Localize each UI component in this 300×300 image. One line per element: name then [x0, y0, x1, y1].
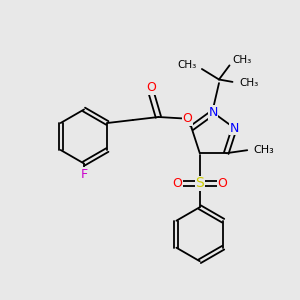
- Text: CH₃: CH₃: [239, 77, 258, 88]
- Text: F: F: [80, 167, 88, 181]
- Text: O: O: [172, 177, 182, 190]
- Text: N: N: [230, 122, 239, 134]
- Text: O: O: [182, 112, 192, 125]
- Text: O: O: [146, 81, 156, 94]
- Text: O: O: [217, 177, 227, 190]
- Text: CH₃: CH₃: [177, 60, 196, 70]
- Text: CH₃: CH₃: [254, 145, 274, 155]
- Text: S: S: [195, 176, 204, 190]
- Text: N: N: [208, 106, 218, 119]
- Text: CH₃: CH₃: [232, 55, 252, 65]
